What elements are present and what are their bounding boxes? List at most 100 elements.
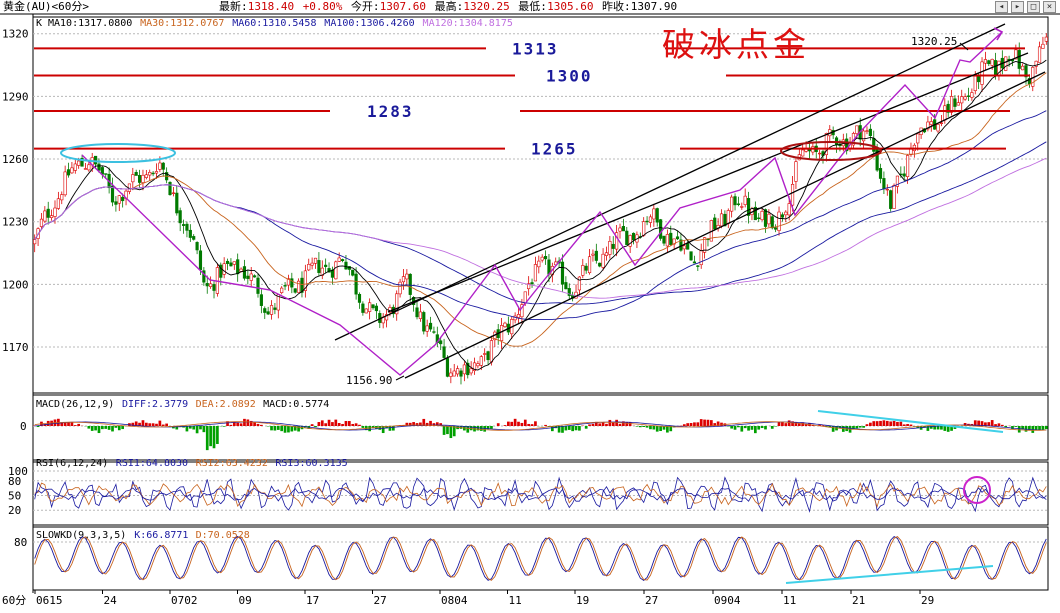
candle-body: [158, 162, 162, 170]
candle-body: [104, 173, 108, 175]
window-button-0[interactable]: ◂: [995, 1, 1008, 13]
candle-body: [669, 232, 673, 245]
candle-body: [94, 155, 98, 165]
candle-body: [713, 217, 717, 230]
low-price-pointer: [395, 375, 405, 381]
candle-body: [459, 370, 463, 377]
macd-legend-1: DIFF:2.3779: [122, 399, 188, 410]
candle-body: [280, 287, 284, 293]
candle-body: [642, 221, 646, 236]
candle-body: [229, 262, 233, 267]
candle-body: [195, 242, 199, 251]
level-label-1300: 1300: [546, 66, 593, 85]
panel-frames: [0, 13, 1060, 593]
x-tick-label-3: 09: [239, 594, 252, 607]
kd-legend-1: K:66.8771: [134, 530, 188, 541]
candle-body: [943, 105, 947, 121]
candle-body: [286, 278, 291, 286]
candle-body: [665, 234, 669, 247]
candle-body: [960, 96, 964, 104]
rsi-legend-1: RSI1:64.8030: [116, 458, 188, 469]
x-tick-label-1: 24: [104, 594, 118, 607]
candle-body: [953, 98, 957, 107]
candle-body: [655, 208, 659, 223]
candle-body: [259, 294, 263, 306]
candle-body: [906, 155, 910, 178]
candle-body: [273, 307, 277, 310]
candle-body: [181, 224, 186, 226]
candle-body: [949, 96, 954, 113]
candle-body: [824, 132, 828, 156]
rsi-legend-3: RSI3:60.3135: [275, 458, 347, 469]
candle-body: [736, 203, 741, 205]
candle-body: [246, 275, 250, 279]
x-axis: 60分 0615 24 0702 09 17 27 0804 11 19 27 0904 11 21 29: [2, 590, 934, 607]
candle-body: [500, 325, 504, 341]
ma-legend-ma100: MA100:1306.4260: [324, 18, 414, 29]
candle-body: [540, 256, 544, 261]
kd-legend-2: D:70.0528: [196, 530, 250, 541]
x-tick-label-13: 29: [921, 594, 934, 607]
channel-line-2: [387, 52, 1029, 313]
candle-body: [334, 261, 338, 280]
candle-body: [469, 368, 473, 374]
candle-body: [168, 181, 172, 196]
candle-body: [618, 227, 622, 232]
window-button-2[interactable]: □: [1027, 1, 1040, 13]
candle-body: [205, 283, 209, 287]
candle-body: [770, 216, 774, 229]
window-button-3[interactable]: ×: [1043, 1, 1056, 13]
candle-body: [310, 262, 314, 266]
quote-value-4: 1305.60: [547, 0, 593, 13]
candle-body: [963, 96, 967, 100]
candle-body: [63, 171, 67, 196]
candle-body: [763, 209, 768, 227]
candle-body: [33, 239, 37, 245]
quote-value-2: 1307.60: [380, 0, 426, 13]
candle-body: [351, 269, 355, 276]
candle-body: [401, 276, 406, 283]
rsi-line-0: [34, 476, 1047, 513]
price-tick-1230: 1230: [2, 216, 29, 229]
level-label-1265: 1265: [531, 140, 578, 159]
candle-body: [956, 102, 960, 106]
candle-body: [564, 282, 568, 290]
candle-body: [432, 331, 436, 333]
candle-body: [916, 133, 920, 144]
candle-body: [297, 280, 301, 293]
candle-body: [293, 288, 297, 293]
candle-body: [131, 174, 135, 183]
candle-body: [862, 130, 866, 142]
candle-body: [929, 121, 933, 125]
candle-body: [324, 264, 328, 267]
candle-body: [479, 356, 483, 366]
candle-body: [395, 293, 399, 315]
macd-panel: 0 MACD(26,12,9) DIFF:2.3779 DEA:2.0892 MACD:…: [20, 399, 1048, 451]
candle-body: [249, 273, 253, 281]
candle-body: [790, 184, 795, 206]
kd-tick-80: 80: [14, 536, 27, 549]
x-tick-label-11: 11: [783, 594, 796, 607]
candle-body: [1017, 50, 1021, 69]
window-button-1[interactable]: ▸: [1011, 1, 1024, 13]
quote-label-3: 最高:: [435, 0, 464, 13]
quote-value-0: 1318.40: [248, 0, 294, 13]
candle-body: [584, 265, 588, 271]
candle-body: [219, 264, 223, 278]
candle-body: [1021, 65, 1025, 71]
candle-body: [283, 285, 287, 287]
ma-line-100: [34, 141, 1047, 305]
candle-body: [56, 198, 60, 209]
candle-body: [983, 59, 987, 64]
candle-body: [374, 305, 378, 312]
low-price-label: 1156.90: [346, 374, 392, 387]
candle-body: [516, 314, 521, 318]
kd-divergence-line: [785, 565, 994, 584]
ma-legend-ma10: MA10:1317.0800: [48, 18, 132, 29]
candle-body: [340, 259, 345, 262]
candle-body: [608, 240, 612, 255]
price-panel: 1170 1200 1230 1260 1290 1320 K MA10:1317.0800 M…: [2, 18, 1048, 387]
highlight-ellipse-left: [60, 143, 176, 163]
candle-body: [236, 259, 240, 275]
